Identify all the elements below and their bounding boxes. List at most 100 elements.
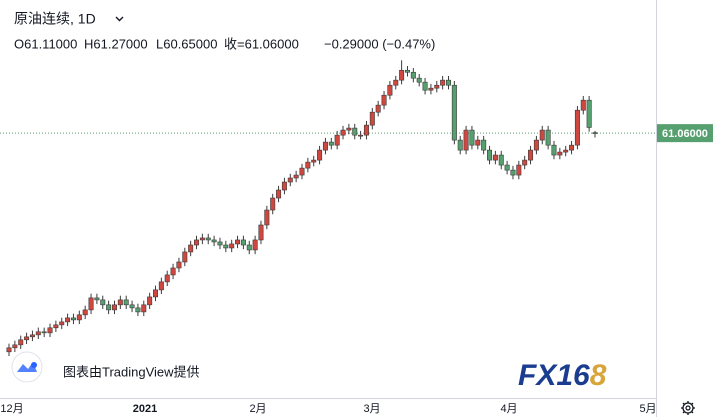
x-tick-label: 2021 bbox=[133, 403, 157, 415]
candle-body bbox=[404, 69, 410, 73]
candle-body bbox=[100, 299, 106, 306]
candle-body bbox=[369, 111, 375, 126]
candle-body bbox=[428, 87, 434, 91]
candle-body bbox=[217, 241, 223, 246]
candle-body bbox=[305, 161, 311, 169]
candle-body bbox=[580, 99, 586, 111]
candle-body bbox=[463, 129, 469, 151]
interval-dropdown[interactable] bbox=[115, 16, 124, 22]
candle-body bbox=[592, 132, 598, 134]
candle-body bbox=[551, 144, 557, 156]
last-price-label: 61.06000 bbox=[662, 128, 708, 140]
candle-body bbox=[41, 331, 47, 334]
gear-hub bbox=[685, 405, 691, 411]
candle-body bbox=[533, 139, 539, 151]
candle-body bbox=[12, 344, 18, 349]
x-tick-label: 4月 bbox=[500, 403, 517, 415]
candle-body bbox=[182, 251, 188, 263]
chart-title: 原油连续, 1D bbox=[14, 11, 96, 27]
candle-body bbox=[469, 129, 475, 146]
x-tick-label: 3月 bbox=[363, 403, 380, 415]
candle-body bbox=[375, 104, 381, 113]
candle-body bbox=[569, 144, 575, 151]
candle-body bbox=[211, 239, 217, 243]
candle-body bbox=[434, 84, 440, 89]
settings-icon[interactable] bbox=[681, 401, 695, 415]
candle-body bbox=[475, 139, 481, 146]
candle-body bbox=[6, 347, 12, 353]
candle-body bbox=[53, 324, 59, 329]
candle-body bbox=[170, 267, 176, 276]
candle-body bbox=[416, 77, 422, 83]
candle-body bbox=[504, 164, 510, 171]
candle-body bbox=[111, 304, 117, 311]
candle-body bbox=[440, 79, 446, 86]
gear-teeth bbox=[681, 401, 695, 415]
candle-body bbox=[59, 321, 65, 326]
candle-body bbox=[387, 84, 393, 96]
candle-body bbox=[24, 336, 30, 341]
candle-body bbox=[199, 237, 205, 241]
x-tick-label: 2月 bbox=[249, 403, 266, 415]
candle-body bbox=[451, 84, 457, 141]
candle-body bbox=[574, 109, 580, 146]
candle-body bbox=[445, 79, 451, 86]
tradingview-icon-dot bbox=[31, 362, 37, 368]
candle-body bbox=[545, 129, 551, 146]
candle-body bbox=[358, 134, 364, 137]
candle-body bbox=[399, 69, 405, 81]
candle-body bbox=[287, 177, 293, 183]
candle-body bbox=[18, 339, 24, 346]
candle-body bbox=[94, 297, 100, 301]
candle-body bbox=[299, 167, 305, 176]
credit: 图表由TradingView提供 bbox=[63, 364, 200, 379]
candle-body bbox=[153, 289, 159, 298]
candle-body bbox=[586, 99, 592, 128]
candle-body bbox=[557, 151, 563, 156]
logo-part: FX16 bbox=[518, 359, 590, 392]
ohlc-value: 收=61.06000 bbox=[224, 36, 299, 51]
candle-body bbox=[510, 169, 516, 176]
candle-body bbox=[270, 197, 276, 211]
candle-body bbox=[47, 327, 53, 334]
candle-body bbox=[164, 274, 170, 283]
candle-body bbox=[352, 127, 358, 136]
candle-body bbox=[106, 304, 112, 311]
ohlc-value: O61.11000 bbox=[14, 36, 77, 51]
plot bbox=[0, 60, 656, 357]
ohlc-value: −0.29000 (−0.47%) bbox=[324, 36, 435, 51]
candle-body bbox=[276, 189, 282, 199]
candle-body bbox=[123, 299, 129, 306]
candle-body bbox=[539, 129, 545, 141]
candle-body bbox=[498, 154, 504, 166]
candle-body bbox=[76, 314, 82, 321]
candle-body bbox=[158, 281, 164, 291]
candle-body bbox=[246, 244, 252, 251]
candle-body bbox=[188, 244, 194, 253]
candle-body bbox=[393, 79, 399, 86]
candle-body bbox=[205, 237, 211, 241]
candle-body bbox=[317, 149, 323, 161]
logo: FX168 bbox=[518, 359, 607, 392]
candle-body bbox=[223, 244, 229, 249]
candle-body bbox=[229, 243, 235, 249]
candle-body bbox=[528, 149, 534, 161]
candle-body bbox=[65, 317, 71, 323]
candle-body bbox=[363, 124, 369, 136]
candle-body bbox=[82, 309, 88, 316]
candle-body bbox=[281, 181, 287, 191]
candle-body bbox=[264, 209, 270, 226]
candle-body bbox=[240, 239, 246, 246]
candle-body bbox=[176, 261, 182, 269]
tradingview-badge[interactable] bbox=[11, 351, 43, 383]
candle-body bbox=[29, 334, 35, 338]
candle-body bbox=[340, 129, 346, 136]
candle-body bbox=[194, 239, 200, 246]
candle-body bbox=[141, 304, 147, 313]
candle-body bbox=[346, 127, 352, 131]
candle-body bbox=[322, 141, 328, 151]
candle-body bbox=[129, 304, 135, 309]
